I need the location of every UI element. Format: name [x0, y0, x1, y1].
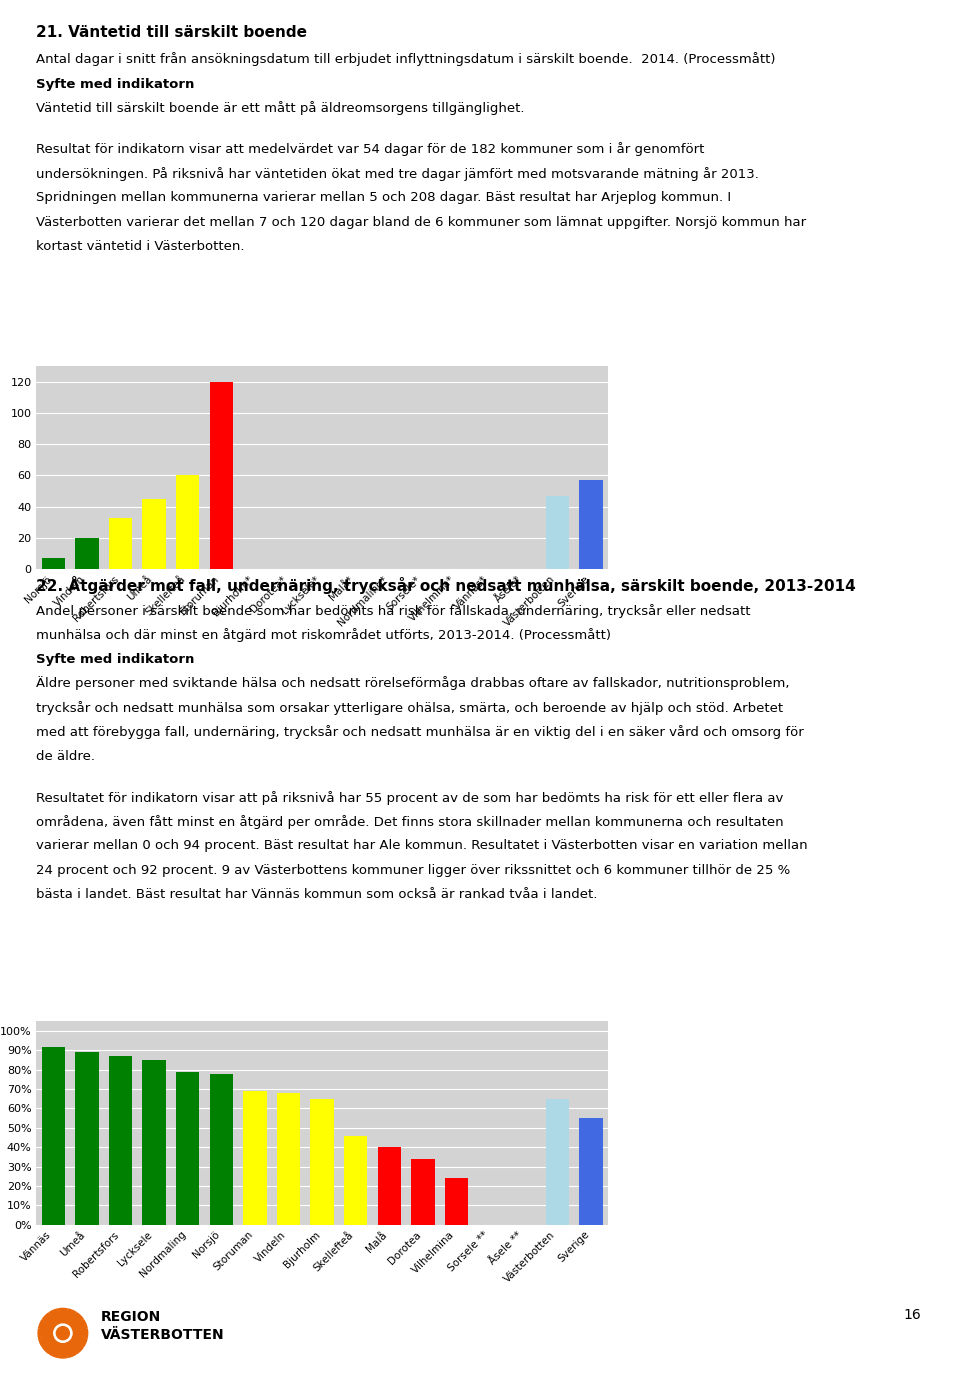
Polygon shape — [50, 1308, 62, 1333]
Text: 16: 16 — [904, 1308, 922, 1322]
Text: Spridningen mellan kommunerna varierar mellan 5 och 208 dagar. Bäst resultat har: Spridningen mellan kommunerna varierar m… — [36, 191, 732, 205]
Polygon shape — [59, 1308, 67, 1333]
Text: de äldre.: de äldre. — [36, 750, 95, 762]
Polygon shape — [62, 1333, 87, 1347]
Bar — [209, 1074, 233, 1225]
Bar — [75, 1052, 99, 1225]
Text: Resultat för indikatorn visar att medelvärdet var 54 dagar för de 182 kommuner s: Resultat för indikatorn visar att medelv… — [36, 141, 705, 157]
Bar — [108, 1056, 132, 1225]
Bar — [176, 475, 200, 570]
Text: Syfte med indikatorn: Syfte med indikatorn — [36, 78, 195, 91]
Text: kortast väntetid i Västerbotten.: kortast väntetid i Västerbotten. — [36, 240, 245, 253]
Text: VÄSTERBOTTEN: VÄSTERBOTTEN — [101, 1328, 225, 1341]
Bar — [75, 538, 99, 570]
Text: 24 procent och 92 procent. 9 av Västerbottens kommuner ligger över rikssnittet o: 24 procent och 92 procent. 9 av Västerbo… — [36, 864, 791, 877]
Text: Antal dagar i snitt från ansökningsdatum till erbjudet inflyttningsdatum i särsk: Antal dagar i snitt från ansökningsdatum… — [36, 52, 776, 66]
Bar — [209, 382, 233, 570]
Polygon shape — [50, 1333, 62, 1358]
Bar — [276, 1093, 300, 1225]
Text: Västerbotten varierar det mellan 7 och 120 dagar bland de 6 kommuner som lämnat : Västerbotten varierar det mellan 7 och 1… — [36, 216, 806, 228]
Text: munhälsa och där minst en åtgärd mot riskområdet utförts, 2013-2014. (Processmåt: munhälsa och där minst en åtgärd mot ris… — [36, 629, 612, 643]
Polygon shape — [42, 1333, 62, 1354]
Bar — [545, 496, 569, 570]
Text: 21. Väntetid till särskilt boende: 21. Väntetid till särskilt boende — [36, 25, 307, 40]
Text: 22. Åtgärder mot fall, undernäring, trycksår och nedsatt munhälsa, särskilt boen: 22. Åtgärder mot fall, undernäring, tryc… — [36, 577, 856, 595]
Polygon shape — [62, 1319, 87, 1333]
Circle shape — [54, 1324, 72, 1343]
Bar — [444, 1178, 468, 1225]
Text: varierar mellan 0 och 94 procent. Bäst resultat har Ale kommun. Resultatet i Väs: varierar mellan 0 och 94 procent. Bäst r… — [36, 839, 808, 853]
Text: med att förebygga fall, undernäring, trycksår och nedsatt munhälsa är en viktig : med att förebygga fall, undernäring, try… — [36, 725, 804, 739]
Polygon shape — [62, 1333, 84, 1354]
Polygon shape — [62, 1313, 84, 1333]
Polygon shape — [59, 1333, 67, 1358]
Polygon shape — [62, 1308, 76, 1333]
Text: REGION: REGION — [101, 1310, 161, 1324]
Text: Resultatet för indikatorn visar att på riksnivå har 55 procent av de som har bed: Resultatet för indikatorn visar att på r… — [36, 791, 784, 805]
Text: bästa i landet. Bäst resultat har Vännäs kommun som också är rankad tvåa i lande: bästa i landet. Bäst resultat har Vännäs… — [36, 888, 598, 902]
Text: Andel personer i särskilt boende som har bedömts ha risk för fallskada, undernär: Andel personer i särskilt boende som har… — [36, 604, 751, 618]
Bar — [176, 1072, 200, 1225]
Bar — [310, 1098, 334, 1225]
Polygon shape — [62, 1333, 76, 1358]
Text: Syfte med indikatorn: Syfte med indikatorn — [36, 652, 195, 666]
Bar — [108, 518, 132, 570]
Text: områdena, även fått minst en åtgärd per område. Det finns stora skillnader mella: områdena, även fått minst en åtgärd per … — [36, 816, 784, 829]
Polygon shape — [42, 1313, 62, 1333]
Bar — [377, 1148, 401, 1225]
Polygon shape — [38, 1329, 62, 1337]
Text: undersökningen. På riksnivå har väntetiden ökat med tre dagar jämfört med motsva: undersökningen. På riksnivå har väntetid… — [36, 166, 759, 180]
Bar — [142, 498, 166, 570]
Bar — [243, 1092, 267, 1225]
Bar — [41, 1046, 65, 1225]
Bar — [545, 1098, 569, 1225]
Bar — [142, 1060, 166, 1225]
Circle shape — [57, 1326, 69, 1340]
Text: Äldre personer med sviktande hälsa och nedsatt rörelseförmåga drabbas oftare av : Äldre personer med sviktande hälsa och n… — [36, 676, 790, 691]
Bar — [579, 481, 603, 570]
Text: trycksår och nedsatt munhälsa som orsakar ytterligare ohälsa, smärta, och beroen: trycksår och nedsatt munhälsa som orsaka… — [36, 700, 783, 714]
Bar — [344, 1135, 368, 1225]
Bar — [41, 559, 65, 570]
Bar — [579, 1118, 603, 1225]
Polygon shape — [38, 1319, 62, 1333]
Text: Väntetid till särskilt boende är ett mått på äldreomsorgens tillgänglighet.: Väntetid till särskilt boende är ett måt… — [36, 102, 525, 115]
Polygon shape — [38, 1333, 62, 1347]
Bar — [411, 1159, 435, 1225]
Polygon shape — [62, 1329, 87, 1337]
